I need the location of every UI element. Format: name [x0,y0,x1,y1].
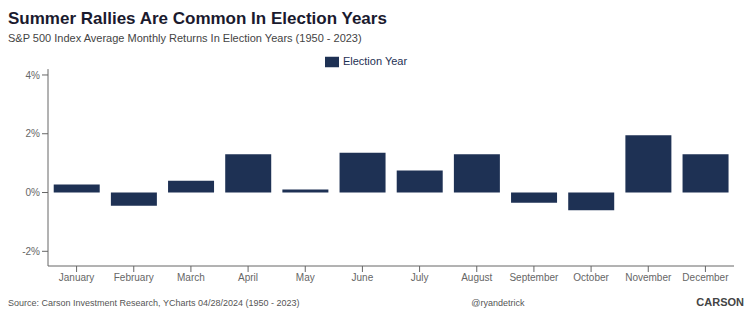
svg-text:December: December [682,272,729,283]
svg-text:March: March [177,272,205,283]
svg-text:0%: 0% [26,187,41,198]
svg-text:October: October [573,272,609,283]
svg-text:February: February [114,272,154,283]
html-text:@ryandetrick: @ryandetrick [471,298,525,308]
svg-text:August: August [461,272,492,283]
html-text:CARSON: CARSON [696,296,744,308]
svg-text:2%: 2% [26,128,41,139]
svg-text:June: June [352,272,374,283]
svg-text:-2%: -2% [22,246,40,257]
html-text:S&P 500 Index Average Monthly: S&P 500 Index Average Monthly Returns In… [8,32,362,44]
html-text:Election Year: Election Year [342,55,408,67]
svg-text:January: January [59,272,95,283]
svg-text:May: May [296,272,315,283]
svg-text:April: April [238,272,258,283]
svg-text:July: July [411,272,429,283]
svg-text:November: November [625,272,672,283]
html-text:Summer Rallies Are Common In E: Summer Rallies Are Common In Election Ye… [8,9,387,28]
svg-text:4%: 4% [26,70,41,81]
svg-text:September: September [509,272,559,283]
html-text:Source: Carson Investment Rese: Source: Carson Investment Research, YCha… [8,298,300,308]
